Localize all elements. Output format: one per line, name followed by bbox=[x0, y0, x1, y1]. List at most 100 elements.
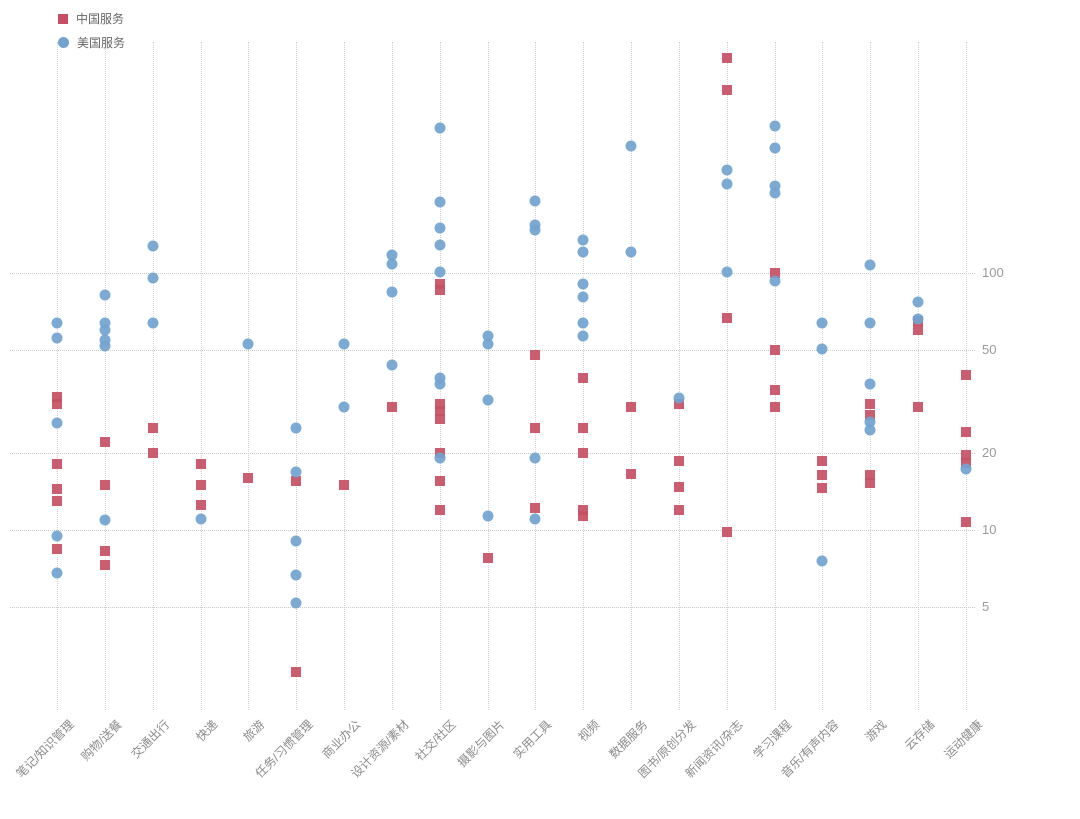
data-point-china bbox=[530, 349, 541, 360]
data-point-china bbox=[578, 504, 589, 515]
data-point-china bbox=[769, 345, 780, 356]
data-point-china bbox=[913, 402, 924, 413]
data-point-us bbox=[816, 317, 828, 329]
data-point-us bbox=[960, 463, 972, 475]
data-point-china bbox=[769, 268, 780, 278]
data-point-china bbox=[578, 422, 589, 433]
data-point-us bbox=[912, 313, 924, 325]
data-point-us bbox=[386, 286, 398, 298]
data-point-china bbox=[865, 477, 876, 488]
vertical-gridline bbox=[296, 42, 298, 710]
data-point-us bbox=[577, 330, 589, 342]
data-point-us bbox=[864, 259, 876, 271]
vertical-gridline bbox=[726, 42, 728, 710]
data-point-us bbox=[147, 240, 159, 252]
data-point-us bbox=[195, 513, 207, 525]
data-point-us bbox=[434, 196, 446, 208]
data-point-china bbox=[434, 278, 445, 289]
data-point-us bbox=[482, 394, 494, 406]
data-point-us bbox=[769, 187, 781, 199]
data-point-us bbox=[290, 422, 302, 434]
data-point-us bbox=[625, 246, 637, 258]
data-point-us bbox=[434, 239, 446, 251]
data-point-china bbox=[530, 422, 541, 433]
vertical-gridline bbox=[248, 42, 250, 710]
vertical-gridline bbox=[870, 42, 872, 710]
vertical-gridline bbox=[487, 42, 489, 710]
vertical-gridline bbox=[344, 42, 346, 710]
data-point-china bbox=[769, 385, 780, 396]
data-point-us bbox=[51, 417, 63, 429]
data-point-china bbox=[960, 427, 971, 438]
data-point-china bbox=[673, 481, 684, 492]
data-point-china bbox=[673, 398, 684, 409]
data-point-us bbox=[290, 466, 302, 478]
data-point-us bbox=[338, 401, 350, 413]
data-point-china bbox=[386, 402, 397, 413]
data-point-us bbox=[147, 317, 159, 329]
data-point-china bbox=[960, 457, 971, 468]
data-point-us bbox=[99, 289, 111, 301]
legend-item-china: 中国服务 bbox=[58, 10, 125, 27]
data-point-china bbox=[721, 85, 732, 96]
x-axis-category-label: 社交/社区 bbox=[412, 717, 460, 764]
data-point-us bbox=[529, 513, 541, 525]
data-point-china bbox=[865, 410, 876, 421]
data-point-china bbox=[578, 447, 589, 458]
data-point-china bbox=[434, 414, 445, 425]
data-point-us bbox=[529, 224, 541, 236]
data-point-us bbox=[147, 272, 159, 284]
data-point-china bbox=[99, 545, 110, 556]
data-point-china bbox=[147, 422, 158, 433]
data-point-china bbox=[482, 552, 493, 563]
data-point-china bbox=[721, 527, 732, 538]
data-point-china bbox=[673, 504, 684, 515]
x-axis-category-label: 运动健康 bbox=[941, 717, 986, 762]
data-point-china bbox=[721, 312, 732, 323]
x-axis-category-label: 交通出行 bbox=[128, 717, 173, 762]
data-point-us bbox=[434, 222, 446, 234]
legend-label-us: 美国服务 bbox=[77, 36, 126, 50]
data-point-china bbox=[243, 472, 254, 483]
data-point-china bbox=[52, 398, 62, 409]
data-point-us bbox=[99, 324, 111, 336]
data-point-china bbox=[52, 495, 62, 506]
horizontal-gridline bbox=[10, 607, 975, 609]
legend-label-china: 中国服务 bbox=[76, 12, 125, 26]
y-axis-tick-label: 10 bbox=[982, 522, 997, 537]
vertical-gridline bbox=[631, 42, 633, 710]
data-point-china bbox=[817, 470, 828, 481]
vertical-gridline bbox=[200, 42, 202, 710]
data-point-us bbox=[434, 452, 446, 464]
data-point-us bbox=[482, 510, 494, 522]
data-point-us bbox=[864, 317, 876, 329]
data-point-us bbox=[51, 317, 63, 329]
data-point-us bbox=[816, 343, 828, 355]
vertical-gridline bbox=[774, 42, 776, 710]
data-point-us bbox=[434, 372, 446, 384]
data-point-us bbox=[386, 249, 398, 261]
data-point-china bbox=[195, 479, 206, 490]
data-point-china bbox=[291, 667, 302, 678]
data-point-us bbox=[769, 275, 781, 287]
vertical-gridline bbox=[918, 42, 920, 710]
data-point-china bbox=[52, 459, 62, 470]
x-axis-category-label: 旅游 bbox=[240, 717, 268, 745]
data-point-china bbox=[960, 517, 971, 528]
horizontal-gridline bbox=[10, 452, 975, 454]
data-point-china bbox=[99, 436, 110, 447]
x-axis-category-label: 笔记/知识管理 bbox=[13, 717, 77, 781]
vertical-gridline bbox=[535, 42, 537, 710]
y-axis-tick-label: 50 bbox=[982, 342, 997, 358]
data-point-china bbox=[434, 284, 445, 295]
data-point-china bbox=[769, 402, 780, 413]
data-point-china bbox=[960, 370, 971, 381]
circle-marker-icon bbox=[58, 37, 69, 48]
data-point-us bbox=[434, 378, 446, 390]
data-point-china bbox=[673, 456, 684, 467]
data-point-us bbox=[51, 567, 63, 579]
data-point-china bbox=[52, 483, 62, 494]
data-point-us bbox=[721, 266, 733, 278]
data-point-us bbox=[577, 234, 589, 246]
data-point-china bbox=[52, 544, 62, 555]
